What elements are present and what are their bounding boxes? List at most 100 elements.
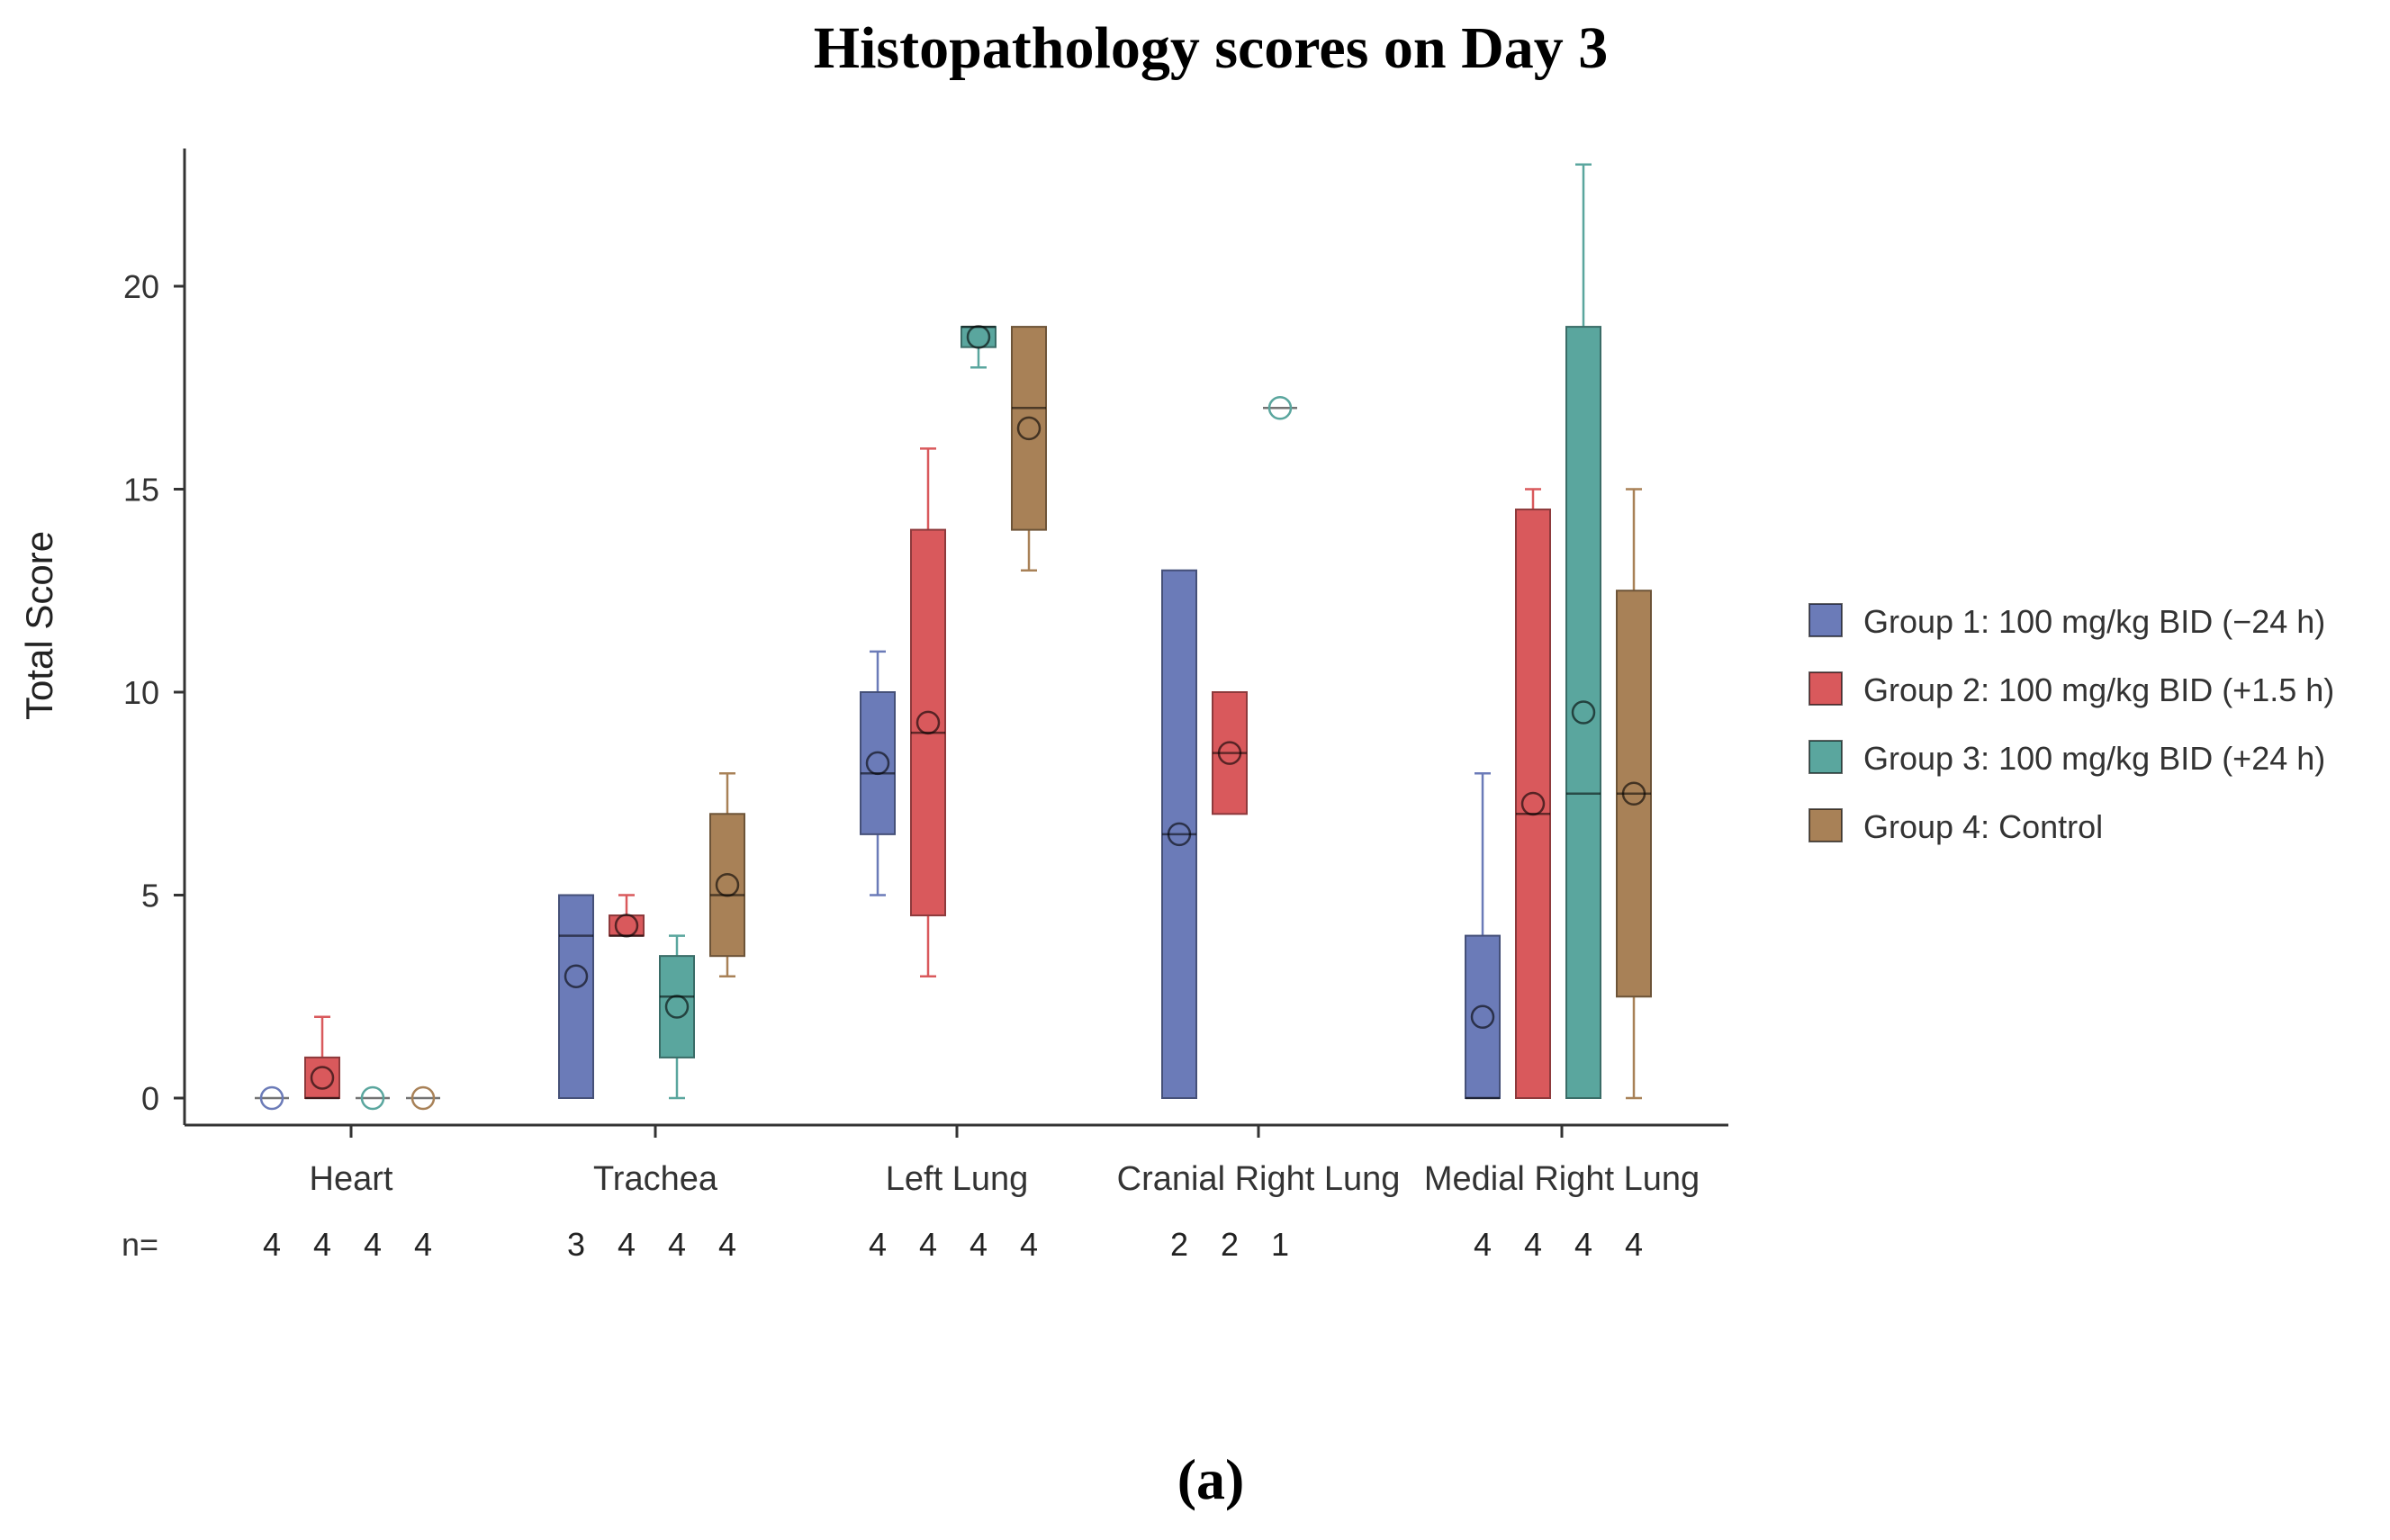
box-trachea-group-3: [659, 934, 695, 1100]
n-value: 4: [970, 1226, 988, 1263]
sample-size-row: 4 3 4 2 44 4 4 2 44 4 4 1 44 4 4 4: [263, 1226, 1643, 1263]
box-body: [709, 813, 745, 958]
panel-label: (a): [1177, 1447, 1245, 1511]
legend-item-group-2: Group 2: 100 mg/kg BID (+1.5 h): [1808, 671, 2334, 708]
x-tick-label-cranial-right-lung: Cranial Right Lung: [1117, 1160, 1401, 1198]
legend-label: Group 3: 100 mg/kg BID (+24 h): [1863, 740, 2325, 777]
mean-marker: [865, 751, 890, 776]
box-body: [1011, 326, 1047, 531]
mean-marker: [1267, 396, 1293, 420]
box-medial-right-lung-group-3: [1565, 163, 1601, 1100]
n-value: 1: [1271, 1226, 1289, 1263]
box-body: [1515, 509, 1551, 1099]
n-value: 4: [1574, 1226, 1592, 1263]
n-value: 4: [414, 1226, 432, 1263]
box-body: [910, 528, 946, 917]
legend-label: Group 1: 100 mg/kg BID (−24 h): [1863, 603, 2325, 640]
legend-label: Group 2: 100 mg/kg BID (+1.5 h): [1863, 671, 2334, 708]
box-body: [961, 326, 997, 348]
x-tick-labels: Heart Trachea Left Lung Cranial Right Lung M…: [310, 1160, 1700, 1198]
mean-marker: [1016, 416, 1042, 441]
mean-marker: [664, 995, 690, 1019]
mean-marker: [715, 872, 740, 897]
n-value: 4: [1625, 1226, 1643, 1263]
box-medial-right-lung-group-1: [1465, 771, 1501, 1100]
n-value: 4: [919, 1226, 937, 1263]
box-body: [1465, 934, 1501, 1099]
y-axis-ticks: 0 5 10 15 20: [123, 268, 185, 1117]
box-trachea-group-1: [558, 894, 594, 1099]
chart-title: Histopathology scores on Day 3: [814, 15, 1609, 81]
y-tick-label: 10: [123, 674, 159, 711]
n-value: 4: [869, 1226, 887, 1263]
legend-swatch: [1808, 671, 1843, 706]
n-value: 2: [1170, 1226, 1188, 1263]
box-outline: [1515, 509, 1551, 1099]
box-trachea-group-4: [709, 771, 745, 977]
legend-item-group-3: Group 3: 100 mg/kg BID (+24 h): [1808, 740, 2325, 777]
box-outline: [1011, 326, 1047, 531]
n-value: 4: [668, 1226, 686, 1263]
box-left-lung-group-3: [961, 325, 997, 369]
box-outline: [860, 691, 896, 835]
y-axis-label: Total Score: [18, 531, 60, 720]
n-value: 4: [618, 1226, 636, 1263]
n-value: 4: [718, 1226, 736, 1263]
mean-marker: [410, 1085, 436, 1111]
box-left-lung-group-2: [910, 447, 946, 977]
mean-marker: [1217, 741, 1242, 765]
box-outline: [910, 528, 946, 917]
mean-marker: [310, 1066, 335, 1090]
y-tick-label: 0: [141, 1080, 159, 1117]
n-label: n=: [122, 1226, 158, 1263]
box-cranial-right-lung-group-1: [1161, 569, 1197, 1099]
n-value: 3: [567, 1226, 585, 1263]
legend-label: Group 4: Control: [1863, 808, 2103, 845]
mean-marker: [915, 710, 941, 735]
box-body: [609, 914, 645, 937]
mean-marker: [966, 325, 991, 349]
legend: Group 1: 100 mg/kg BID (−24 h) Group 2: 1…: [1808, 603, 2334, 845]
legend-item-group-4: Group 4: Control: [1808, 808, 2103, 845]
box-medial-right-lung-group-4: [1616, 488, 1652, 1100]
box-cranial-right-lung-group-2: [1212, 691, 1248, 815]
legend-item-group-1: Group 1: 100 mg/kg BID (−24 h): [1808, 603, 2325, 640]
box-body: [659, 955, 695, 1058]
y-tick-label: 5: [141, 878, 159, 914]
mean-marker: [1470, 1004, 1495, 1030]
mean-marker: [259, 1085, 284, 1111]
y-tick-label: 20: [123, 268, 159, 305]
n-value: 4: [1020, 1226, 1038, 1263]
n-value: 4: [1524, 1226, 1542, 1263]
box-body: [558, 894, 594, 1099]
box-outline: [709, 813, 745, 958]
mean-marker: [360, 1085, 385, 1111]
box-body: [1565, 326, 1601, 1100]
mean-marker: [1571, 700, 1596, 725]
box-heart-group-3: [356, 1085, 390, 1111]
n-value: 4: [1474, 1226, 1492, 1263]
mean-marker: [1621, 781, 1646, 806]
box-left-lung-group-1: [860, 650, 896, 896]
box-outline: [558, 894, 594, 1099]
mean-marker: [614, 914, 639, 938]
x-tick-label-trachea: Trachea: [593, 1160, 718, 1198]
legend-swatch: [1808, 808, 1843, 842]
mean-marker: [564, 964, 589, 988]
box-left-lung-group-4: [1011, 326, 1047, 572]
n-value: 4: [263, 1226, 281, 1263]
box-heart-group-1: [255, 1085, 289, 1111]
x-tick-label-heart: Heart: [310, 1160, 393, 1198]
legend-swatch: [1808, 740, 1843, 774]
box-body: [860, 691, 896, 835]
box-body: [304, 1056, 340, 1100]
n-value: 4: [313, 1226, 331, 1263]
x-tick-label-left-lung: Left Lung: [886, 1160, 1028, 1198]
box-heart-group-2: [304, 1015, 340, 1100]
n-value: 4: [364, 1226, 382, 1263]
box-cranial-right-lung-group-3: [1263, 396, 1297, 420]
mean-marker: [1520, 791, 1546, 816]
n-value: 2: [1221, 1226, 1239, 1263]
